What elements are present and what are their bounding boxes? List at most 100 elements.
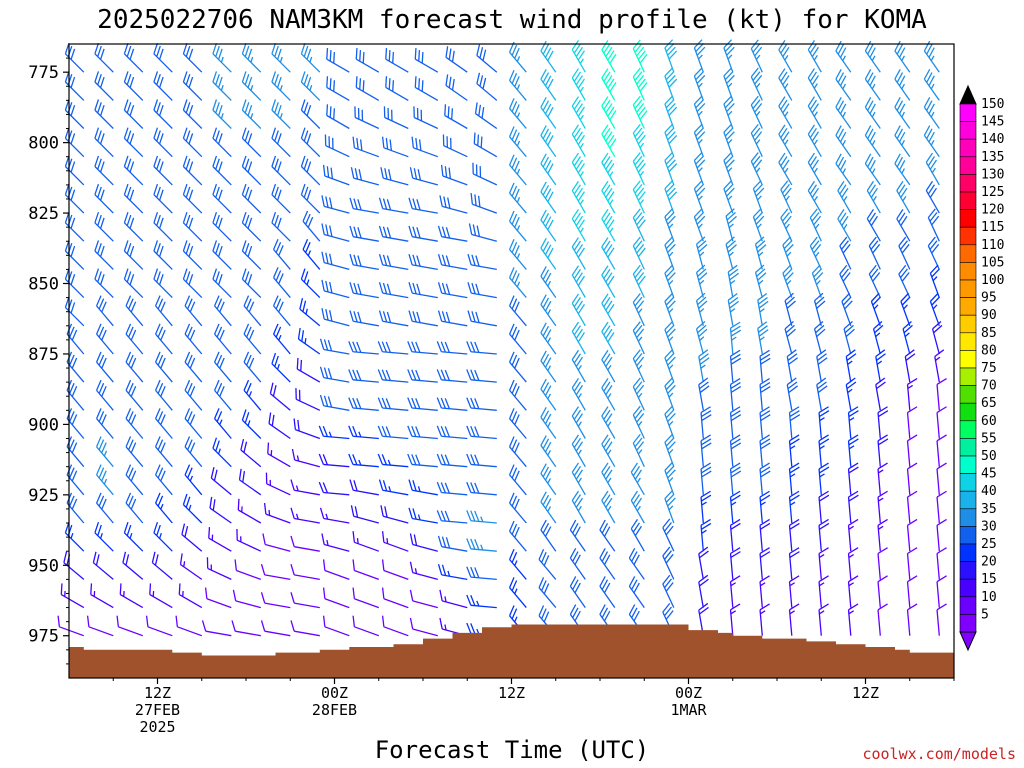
wind-barb: [213, 408, 232, 439]
wind-barb: [439, 589, 468, 609]
colorbar-label: 20: [981, 555, 997, 570]
x-tick-label: 27FEB: [135, 701, 180, 719]
wind-barb: [508, 126, 527, 158]
y-tick-label: 825: [28, 204, 59, 224]
wind-barb: [212, 155, 232, 186]
wind-barb: [241, 240, 262, 270]
wind-barb: [94, 212, 114, 242]
wind-barb: [894, 68, 911, 101]
wind-barb: [322, 164, 350, 186]
wind-barb: [184, 323, 203, 355]
wind-barb: [508, 436, 527, 468]
x-tick-label: 2025: [139, 718, 175, 736]
wind-barb: [94, 43, 114, 73]
y-tick-label: 800: [28, 134, 59, 154]
colorbar-label: 10: [981, 590, 997, 605]
wind-barb: [272, 267, 291, 299]
wind-barb: [125, 379, 144, 411]
wind-barb: [508, 267, 527, 299]
wind-barb: [94, 127, 114, 158]
wind-barb: [540, 181, 557, 214]
wind-barb: [845, 349, 857, 383]
colorbar-swatch: [959, 191, 977, 210]
wind-barb: [354, 106, 380, 130]
wind-barb: [877, 434, 889, 467]
wind-barb: [700, 490, 712, 524]
wind-barb: [925, 152, 940, 186]
x-tick-label: 00Z: [675, 684, 702, 702]
wind-barb: [409, 561, 438, 581]
wind-barb: [213, 323, 232, 355]
wind-barb: [349, 479, 379, 496]
wind-barb: [381, 615, 409, 637]
wind-barb: [508, 492, 527, 524]
wind-barb: [818, 434, 830, 467]
wind-barb: [318, 425, 350, 440]
wind-barb: [154, 323, 173, 355]
wind-barb: [95, 408, 114, 439]
wind-barb: [348, 453, 379, 468]
wind-barb: [875, 349, 886, 383]
wind-barb: [318, 481, 350, 496]
wind-barb: [540, 350, 557, 383]
wind-barb: [408, 479, 438, 496]
wind-barb: [123, 127, 144, 158]
wind-barb: [729, 321, 742, 355]
wind-barb: [877, 406, 889, 439]
wind-barb: [788, 406, 801, 439]
wind-barb: [778, 39, 793, 73]
wind-barb: [571, 434, 586, 468]
wind-barb: [936, 603, 947, 636]
y-tick-label: 950: [28, 556, 59, 576]
wind-barb: [436, 369, 468, 383]
wind-barb: [540, 519, 557, 552]
wind-barb: [816, 349, 828, 383]
y-axis: 775 800 825 850 875 900 925 950 975: [28, 57, 69, 665]
wind-barb: [847, 575, 859, 608]
wind-barb: [154, 379, 173, 411]
wind-barb: [60, 583, 85, 609]
wind-barb: [271, 212, 291, 242]
wind-barb: [729, 518, 741, 552]
wind-barb: [538, 577, 557, 609]
colorbar: 1501451401351301251201151101051009590858…: [959, 84, 1004, 652]
wind-barb: [468, 223, 497, 242]
wind-barb: [723, 39, 735, 73]
wind-barb: [271, 99, 291, 129]
colorbar-label: 75: [981, 361, 997, 376]
wind-barb: [409, 589, 438, 609]
wind-barb: [538, 548, 557, 580]
wind-barb: [184, 379, 203, 411]
wind-barb: [906, 518, 918, 552]
wind-barb: [95, 464, 114, 496]
wind-barb: [693, 208, 706, 242]
wind-barb: [300, 155, 321, 186]
colorbar-swatch: [959, 385, 977, 404]
wind-barb: [870, 292, 881, 327]
wind-barb: [154, 492, 173, 524]
wind-barb: [381, 531, 409, 552]
wind-barb: [729, 490, 741, 524]
wind-barb: [632, 208, 646, 242]
wind-barb: [807, 39, 822, 73]
wind-barb: [414, 76, 439, 101]
wind-barb: [125, 408, 144, 439]
wind-barb: [236, 529, 262, 552]
wind-barb: [466, 453, 497, 468]
wind-barb: [818, 462, 830, 495]
wind-barb: [241, 183, 262, 214]
wind-barbs-layer: [57, 39, 947, 637]
wind-barb: [466, 566, 497, 581]
wind-barb: [178, 583, 203, 609]
wind-barb: [809, 208, 822, 242]
wind-barb: [729, 377, 742, 411]
wind-barb: [698, 377, 710, 411]
wind-barb: [153, 71, 173, 101]
wind-barb: [778, 96, 793, 129]
wind-barb: [813, 292, 826, 326]
colorbar-label: 80: [981, 343, 997, 358]
colorbar-label: 5: [981, 607, 989, 622]
wind-barb: [632, 95, 648, 129]
wind-barb: [750, 67, 763, 101]
